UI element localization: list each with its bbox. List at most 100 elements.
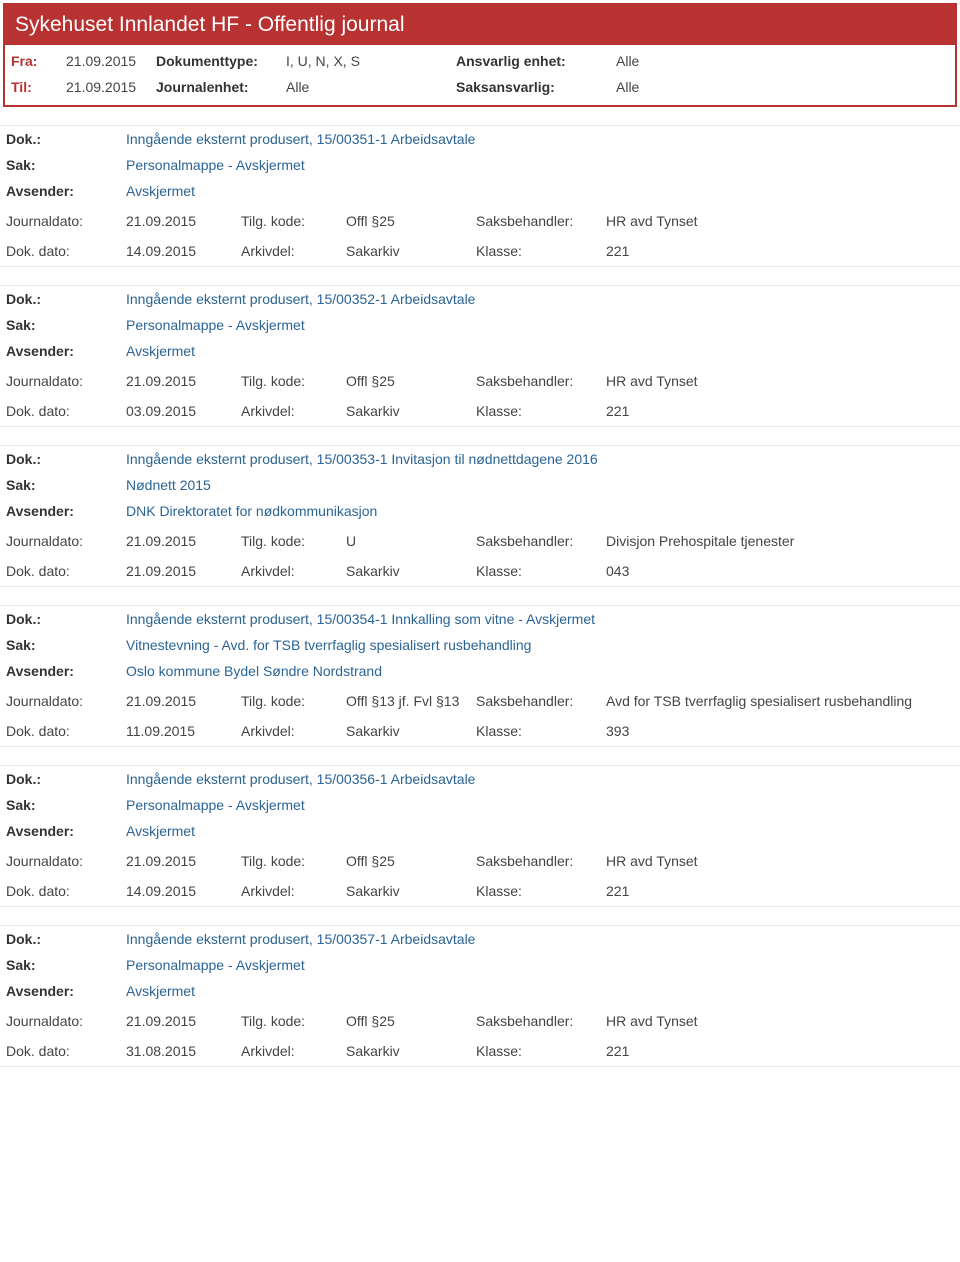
dokumenttype-value: I, U, N, X, S [286, 53, 456, 69]
ansvarlig-enhet-label: Ansvarlig enhet: [456, 53, 616, 69]
avsender-label: Avsender: [6, 183, 126, 199]
saksbehandler-label: Saksbehandler: [476, 1013, 606, 1029]
arkivdel-label: Arkivdel: [241, 723, 346, 739]
til-value: 21.09.2015 [66, 79, 156, 95]
tilgkode-value: Offl §13 jf. Fvl §13 [346, 693, 476, 709]
journalenhet-label: Journalenhet: [156, 79, 286, 95]
saksbehandler-value: HR avd Tynset [606, 213, 954, 229]
sak-value[interactable]: Vitnestevning - Avd. for TSB tverrfaglig… [126, 637, 954, 653]
tilgkode-value: Offl §25 [346, 853, 476, 869]
avsender-value: Avskjermet [126, 983, 954, 999]
saksbehandler-value: HR avd Tynset [606, 1013, 954, 1029]
saksbehandler-value: Divisjon Prehospitale tjenester [606, 533, 954, 549]
avsender-value: DNK Direktoratet for nødkommunikasjon [126, 503, 954, 519]
journaldato-value: 21.09.2015 [126, 213, 241, 229]
saksbehandler-value: HR avd Tynset [606, 853, 954, 869]
arkivdel-value: Sakarkiv [346, 1043, 476, 1059]
saksbehandler-label: Saksbehandler: [476, 693, 606, 709]
saksbehandler-label: Saksbehandler: [476, 853, 606, 869]
dok-value[interactable]: Inngående eksternt produsert, 15/00357-1… [126, 931, 954, 947]
dok-value[interactable]: Inngående eksternt produsert, 15/00354-1… [126, 611, 954, 627]
sak-value[interactable]: Personalmappe - Avskjermet [126, 317, 954, 333]
journal-entry: Dok.: Inngående eksternt produsert, 15/0… [0, 925, 960, 1067]
tilgkode-label: Tilg. kode: [241, 693, 346, 709]
journaldato-value: 21.09.2015 [126, 693, 241, 709]
dokdato-label: Dok. dato: [6, 243, 126, 259]
sak-label: Sak: [6, 477, 126, 493]
klasse-label: Klasse: [476, 1043, 606, 1059]
arkivdel-value: Sakarkiv [346, 243, 476, 259]
arkivdel-label: Arkivdel: [241, 563, 346, 579]
sak-value[interactable]: Personalmappe - Avskjermet [126, 157, 954, 173]
tilgkode-label: Tilg. kode: [241, 213, 346, 229]
fra-value: 21.09.2015 [66, 53, 156, 69]
klasse-label: Klasse: [476, 883, 606, 899]
journal-entry: Dok.: Inngående eksternt produsert, 15/0… [0, 605, 960, 747]
dokdato-value: 14.09.2015 [126, 883, 241, 899]
page-title: Sykehuset Innlandet HF - Offentlig journ… [5, 5, 955, 45]
dokdato-label: Dok. dato: [6, 1043, 126, 1059]
dok-label: Dok.: [6, 931, 126, 947]
avsender-value: Avskjermet [126, 183, 954, 199]
dok-label: Dok.: [6, 131, 126, 147]
arkivdel-value: Sakarkiv [346, 403, 476, 419]
avsender-label: Avsender: [6, 503, 126, 519]
avsender-label: Avsender: [6, 663, 126, 679]
sak-value[interactable]: Nødnett 2015 [126, 477, 954, 493]
til-label: Til: [11, 79, 66, 95]
dokdato-label: Dok. dato: [6, 883, 126, 899]
dokdato-label: Dok. dato: [6, 403, 126, 419]
tilgkode-label: Tilg. kode: [241, 533, 346, 549]
sak-label: Sak: [6, 797, 126, 813]
dok-value[interactable]: Inngående eksternt produsert, 15/00352-1… [126, 291, 954, 307]
dokdato-value: 03.09.2015 [126, 403, 241, 419]
journaldato-value: 21.09.2015 [126, 1013, 241, 1029]
sak-label: Sak: [6, 157, 126, 173]
dok-value[interactable]: Inngående eksternt produsert, 15/00353-1… [126, 451, 954, 467]
sak-value[interactable]: Personalmappe - Avskjermet [126, 797, 954, 813]
dokdato-label: Dok. dato: [6, 723, 126, 739]
saksbehandler-value: Avd for TSB tverrfaglig spesialisert rus… [606, 693, 954, 709]
arkivdel-label: Arkivdel: [241, 243, 346, 259]
avsender-value: Avskjermet [126, 823, 954, 839]
journaldato-value: 21.09.2015 [126, 533, 241, 549]
dokdato-value: 11.09.2015 [126, 723, 241, 739]
avsender-value: Avskjermet [126, 343, 954, 359]
tilgkode-label: Tilg. kode: [241, 853, 346, 869]
klasse-value: 221 [606, 243, 954, 259]
journal-entry: Dok.: Inngående eksternt produsert, 15/0… [0, 445, 960, 587]
dokdato-value: 14.09.2015 [126, 243, 241, 259]
dok-value[interactable]: Inngående eksternt produsert, 15/00351-1… [126, 131, 954, 147]
klasse-value: 221 [606, 883, 954, 899]
avsender-label: Avsender: [6, 983, 126, 999]
sak-label: Sak: [6, 957, 126, 973]
dok-label: Dok.: [6, 291, 126, 307]
ansvarlig-enhet-value: Alle [616, 53, 736, 69]
klasse-value: 393 [606, 723, 954, 739]
arkivdel-value: Sakarkiv [346, 563, 476, 579]
journal-entry: Dok.: Inngående eksternt produsert, 15/0… [0, 125, 960, 267]
dok-value[interactable]: Inngående eksternt produsert, 15/00356-1… [126, 771, 954, 787]
dokdato-label: Dok. dato: [6, 563, 126, 579]
saksbehandler-label: Saksbehandler: [476, 533, 606, 549]
dokdato-value: 21.09.2015 [126, 563, 241, 579]
sak-label: Sak: [6, 317, 126, 333]
avsender-label: Avsender: [6, 343, 126, 359]
klasse-label: Klasse: [476, 243, 606, 259]
sak-value[interactable]: Personalmappe - Avskjermet [126, 957, 954, 973]
klasse-value: 221 [606, 1043, 954, 1059]
tilgkode-value: Offl §25 [346, 1013, 476, 1029]
klasse-value: 043 [606, 563, 954, 579]
klasse-value: 221 [606, 403, 954, 419]
journaldato-label: Journaldato: [6, 853, 126, 869]
dokdato-value: 31.08.2015 [126, 1043, 241, 1059]
saksansvarlig-label: Saksansvarlig: [456, 79, 616, 95]
saksansvarlig-value: Alle [616, 79, 736, 95]
dokumenttype-label: Dokumenttype: [156, 53, 286, 69]
journalenhet-value: Alle [286, 79, 456, 95]
journaldato-value: 21.09.2015 [126, 853, 241, 869]
sak-label: Sak: [6, 637, 126, 653]
saksbehandler-label: Saksbehandler: [476, 373, 606, 389]
klasse-label: Klasse: [476, 563, 606, 579]
avsender-value: Oslo kommune Bydel Søndre Nordstrand [126, 663, 954, 679]
